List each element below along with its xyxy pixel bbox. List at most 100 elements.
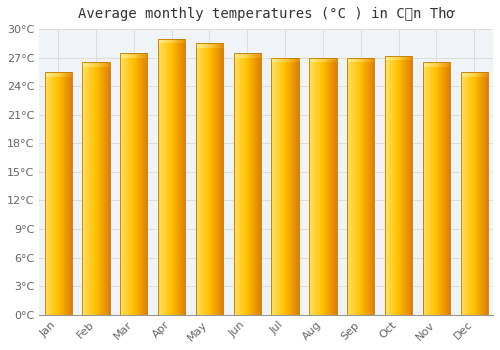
- Bar: [424, 62, 425, 315]
- Bar: [279, 58, 280, 315]
- Bar: [461, 72, 462, 77]
- Bar: [164, 38, 165, 43]
- Bar: [329, 58, 330, 62]
- Bar: [130, 53, 131, 315]
- Bar: [98, 62, 100, 315]
- Bar: [68, 72, 69, 315]
- Bar: [478, 72, 479, 77]
- Bar: [286, 58, 287, 62]
- Bar: [426, 62, 427, 315]
- Bar: [392, 56, 393, 61]
- Bar: [208, 43, 209, 315]
- Bar: [175, 38, 176, 43]
- Bar: [432, 62, 433, 315]
- Bar: [168, 38, 169, 315]
- Bar: [350, 58, 351, 62]
- Bar: [254, 53, 255, 315]
- Bar: [177, 38, 178, 315]
- Bar: [256, 53, 257, 58]
- Bar: [173, 38, 174, 315]
- Bar: [448, 62, 450, 315]
- Bar: [277, 58, 278, 315]
- Bar: [398, 56, 399, 61]
- Bar: [180, 38, 181, 315]
- Bar: [67, 72, 68, 315]
- Bar: [470, 72, 472, 315]
- Bar: [259, 53, 260, 58]
- Bar: [183, 38, 184, 315]
- Bar: [464, 72, 466, 77]
- Bar: [137, 53, 138, 58]
- Bar: [242, 53, 243, 58]
- Bar: [287, 58, 288, 62]
- Bar: [483, 72, 484, 77]
- Bar: [89, 62, 90, 67]
- Bar: [358, 58, 360, 315]
- Bar: [66, 72, 67, 315]
- Bar: [128, 53, 129, 315]
- Bar: [386, 56, 387, 61]
- Bar: [168, 38, 169, 43]
- Bar: [246, 53, 248, 58]
- Bar: [278, 58, 279, 315]
- Bar: [131, 53, 132, 58]
- Bar: [446, 62, 448, 67]
- Bar: [273, 58, 274, 62]
- Bar: [183, 38, 184, 43]
- Bar: [272, 58, 273, 62]
- Bar: [312, 58, 314, 315]
- Bar: [464, 72, 466, 315]
- Bar: [238, 53, 239, 315]
- Bar: [401, 56, 402, 61]
- Bar: [84, 62, 85, 315]
- Bar: [284, 58, 285, 315]
- Bar: [133, 53, 134, 315]
- Bar: [326, 58, 327, 62]
- Bar: [244, 53, 246, 58]
- Bar: [69, 72, 70, 315]
- Bar: [443, 62, 444, 67]
- Bar: [399, 56, 400, 61]
- Bar: [57, 72, 58, 315]
- Bar: [395, 56, 396, 315]
- Bar: [236, 53, 237, 58]
- Bar: [214, 43, 215, 315]
- Bar: [360, 58, 362, 315]
- Bar: [166, 38, 167, 315]
- Bar: [88, 62, 90, 315]
- Bar: [216, 43, 217, 48]
- Bar: [243, 53, 244, 58]
- Bar: [221, 43, 222, 48]
- Bar: [55, 72, 56, 315]
- Bar: [477, 72, 478, 315]
- Bar: [165, 38, 166, 315]
- Bar: [430, 62, 431, 315]
- Bar: [103, 62, 104, 315]
- Bar: [104, 62, 105, 67]
- Bar: [325, 58, 326, 315]
- Bar: [106, 62, 107, 315]
- Bar: [274, 58, 275, 62]
- Bar: [479, 72, 480, 77]
- Bar: [177, 38, 178, 43]
- Bar: [259, 53, 260, 315]
- Bar: [319, 58, 320, 62]
- Bar: [69, 72, 70, 77]
- Bar: [429, 62, 430, 67]
- Bar: [142, 53, 144, 315]
- Bar: [466, 72, 468, 77]
- Bar: [431, 62, 432, 67]
- Bar: [472, 72, 473, 315]
- Bar: [333, 58, 334, 315]
- Bar: [197, 43, 198, 48]
- Bar: [280, 58, 281, 315]
- Bar: [94, 62, 96, 67]
- Bar: [394, 56, 395, 61]
- Bar: [330, 58, 331, 315]
- Bar: [222, 43, 223, 315]
- Bar: [291, 58, 292, 62]
- Bar: [391, 56, 392, 61]
- Bar: [332, 58, 333, 315]
- Bar: [330, 58, 331, 62]
- Bar: [108, 62, 109, 67]
